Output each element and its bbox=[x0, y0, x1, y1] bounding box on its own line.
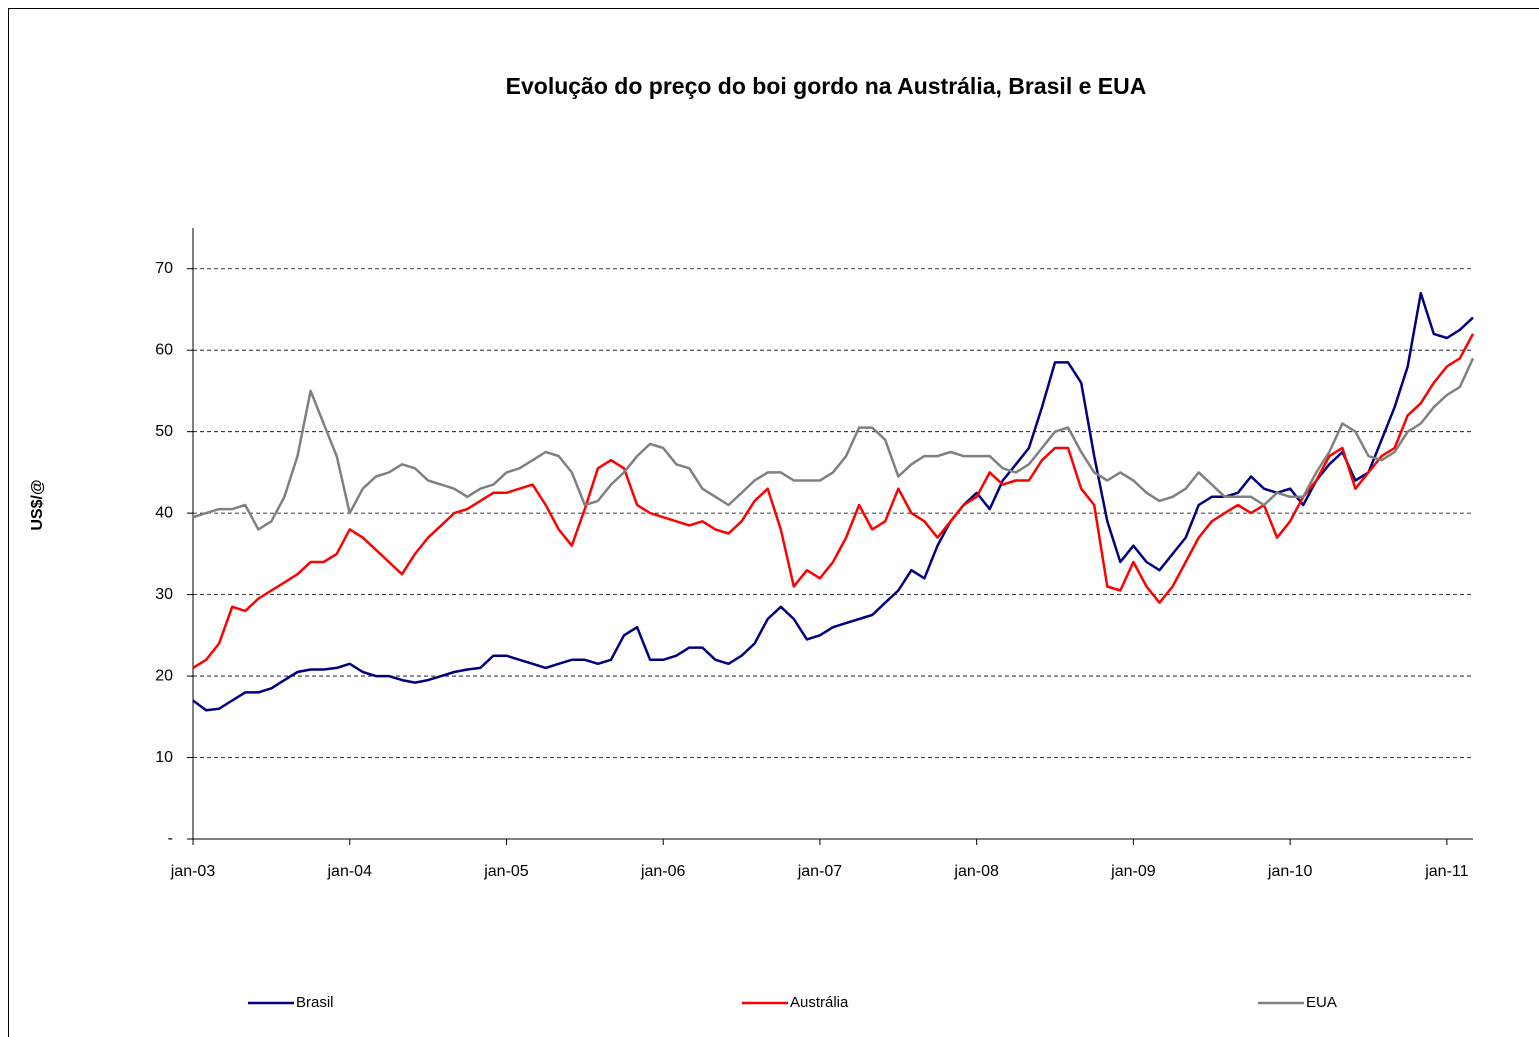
y-tick-label: - bbox=[168, 830, 173, 847]
x-tick-label: jan-09 bbox=[1110, 863, 1156, 880]
y-tick-label: 70 bbox=[155, 260, 173, 277]
x-tick-label: jan-11 bbox=[1424, 863, 1468, 880]
chart-title: Evolução do preço do boi gordo na Austrá… bbox=[506, 73, 1147, 99]
x-tick-label: jan-07 bbox=[797, 863, 843, 880]
y-tick-label: 20 bbox=[155, 667, 173, 684]
series-line bbox=[192, 291, 1474, 712]
x-tick-label: jan-08 bbox=[953, 863, 999, 880]
x-tick-label: jan-03 bbox=[170, 863, 216, 880]
legend-label: Austrália bbox=[790, 994, 849, 1011]
y-tick-label: 30 bbox=[155, 586, 173, 603]
series-line bbox=[192, 333, 1475, 669]
x-tick-label: jan-05 bbox=[483, 863, 529, 880]
y-axis-label: US$/@ bbox=[29, 479, 46, 530]
series-line bbox=[192, 357, 1475, 531]
x-tick-label: jan-04 bbox=[326, 863, 372, 880]
y-tick-label: 50 bbox=[155, 423, 173, 440]
y-tick-label: 40 bbox=[155, 504, 173, 521]
x-tick-label: jan-10 bbox=[1267, 863, 1313, 880]
y-tick-label: 10 bbox=[155, 749, 173, 766]
legend-label: Brasil bbox=[296, 994, 334, 1011]
chart-frame bbox=[8, 8, 1539, 1037]
legend-label: EUA bbox=[1306, 994, 1337, 1011]
y-tick-label: 60 bbox=[155, 341, 173, 358]
x-tick-label: jan-06 bbox=[640, 863, 686, 880]
